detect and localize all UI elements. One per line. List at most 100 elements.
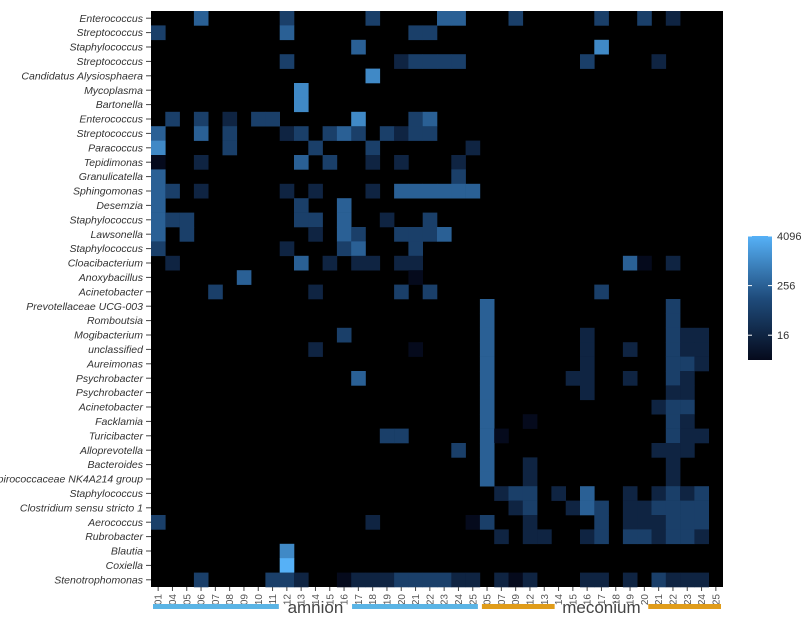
row-label: Streptococcus: [76, 56, 143, 68]
heatmap-cell: [680, 399, 695, 415]
heatmap-cell: [394, 126, 409, 141]
heatmap-cell: [308, 284, 323, 300]
heatmap-cell: [222, 111, 238, 127]
color-legend: 4096 256 16: [748, 231, 801, 360]
heatmap-cell: [365, 183, 381, 199]
group-bar: [153, 604, 279, 609]
heatmap-cell: [479, 471, 495, 487]
heatmap-cell: [336, 212, 352, 228]
column-label: 18: [611, 594, 622, 606]
column-label: 09: [511, 594, 522, 606]
heatmap-cell: [479, 428, 495, 444]
heatmap-cell: [351, 255, 366, 271]
heatmap-cell: [379, 212, 395, 228]
heatmap-cell: [665, 327, 681, 343]
heatmap-cell: [294, 83, 309, 98]
heatmap-cell: [279, 25, 295, 41]
heatmap-cell: [422, 126, 438, 141]
heatmap-cell: [351, 126, 366, 141]
heatmap-cell: [680, 500, 695, 516]
column-label: 18: [368, 594, 379, 606]
heatmap-cell: [336, 198, 352, 213]
column-label: 23: [683, 594, 694, 606]
heatmap-cell: [680, 327, 695, 343]
legend-label: 4096: [777, 231, 801, 243]
heatmap-cell: [165, 111, 180, 127]
heatmap-cell: [408, 111, 423, 127]
heatmap-cell: [580, 529, 595, 545]
heatmap-cell: [193, 111, 209, 127]
column-label: 11: [268, 594, 279, 605]
heatmap-cell: [294, 212, 309, 228]
heatmap-cell: [279, 543, 295, 559]
heatmap-cell: [694, 327, 709, 343]
heatmap-cell: [694, 500, 709, 516]
heatmap-cell: [665, 471, 681, 487]
heatmap-cell: [522, 515, 538, 530]
row-label: Acinetobacter: [78, 286, 144, 298]
heatmap-cell: [651, 529, 667, 545]
heatmap-cell: [365, 572, 381, 588]
heatmap-cell: [665, 457, 681, 473]
heatmap-cell: [279, 54, 295, 69]
row-label: Paracoccus: [88, 142, 144, 154]
heatmap-cell: [394, 183, 409, 199]
heatmap-cell: [479, 515, 495, 530]
heatmap-cell: [622, 371, 638, 386]
heatmap-cell: [622, 255, 638, 271]
heatmap-cell: [308, 212, 323, 228]
heatmap-cell: [665, 342, 681, 357]
heatmap-cell: [408, 270, 423, 285]
heatmap-cell: [508, 11, 524, 26]
heatmap-cell: [494, 529, 509, 545]
heatmap-cell: [193, 183, 209, 199]
column-label: 16: [583, 594, 594, 606]
heatmap-cell: [694, 342, 709, 357]
heatmap-cell: [451, 183, 466, 199]
row-label: Rubrobacter: [85, 531, 143, 543]
heatmap-cell: [279, 572, 295, 588]
heatmap-cell: [451, 11, 466, 26]
heatmap-cell: [565, 500, 581, 516]
group-label: amnion: [288, 598, 344, 617]
heatmap-cell: [422, 212, 438, 228]
heatmap-cell: [594, 39, 609, 55]
heatmap-cell: [394, 284, 409, 300]
heatmap-cell: [336, 241, 352, 257]
heatmap-cell: [408, 241, 423, 257]
heatmap-cell: [594, 529, 609, 545]
heatmap-cell: [494, 428, 509, 444]
column-label: 06: [197, 594, 208, 606]
heatmap-cell: [379, 126, 395, 141]
row-label: Romboutsia: [87, 315, 143, 327]
heatmap-cell: [665, 443, 681, 458]
heatmap-cell: [580, 572, 595, 588]
heatmap-cell: [408, 227, 423, 242]
column-label: 01: [154, 594, 165, 606]
heatmap-cell: [522, 572, 538, 588]
heatmap-cell: [365, 140, 381, 156]
column-labels: 01 04 05 06 07 08 09 10 11 12 13 14 15 16 17 18 19 20 21 22…: [154, 587, 722, 606]
heatmap-cell: [694, 356, 709, 372]
heatmap-cell: [665, 385, 681, 401]
heatmap-cell: [279, 241, 295, 257]
heatmap-cell: [151, 227, 166, 242]
heatmap-cell: [151, 155, 166, 170]
column-label: 13: [297, 594, 308, 606]
heatmap-cell: [408, 572, 423, 588]
heatmap-cell: [379, 428, 395, 444]
row-label: Candidatus Alysiosphaera: [21, 70, 143, 82]
heatmap-cell: [294, 126, 309, 141]
heatmap-cell: [394, 255, 409, 271]
heatmap-cell: [394, 54, 409, 69]
heatmap-cell: [351, 371, 366, 386]
heatmap-cell: [222, 140, 238, 156]
column-label: 14: [311, 594, 322, 606]
heatmap-cell: [665, 515, 681, 530]
heatmap-cell: [451, 572, 466, 588]
heatmap-cell: [551, 486, 566, 501]
row-label: Staphylococcus: [69, 42, 143, 54]
heatmap-cell: [622, 572, 638, 588]
heatmap-cell: [208, 284, 223, 300]
heatmap-cell: [365, 68, 381, 84]
